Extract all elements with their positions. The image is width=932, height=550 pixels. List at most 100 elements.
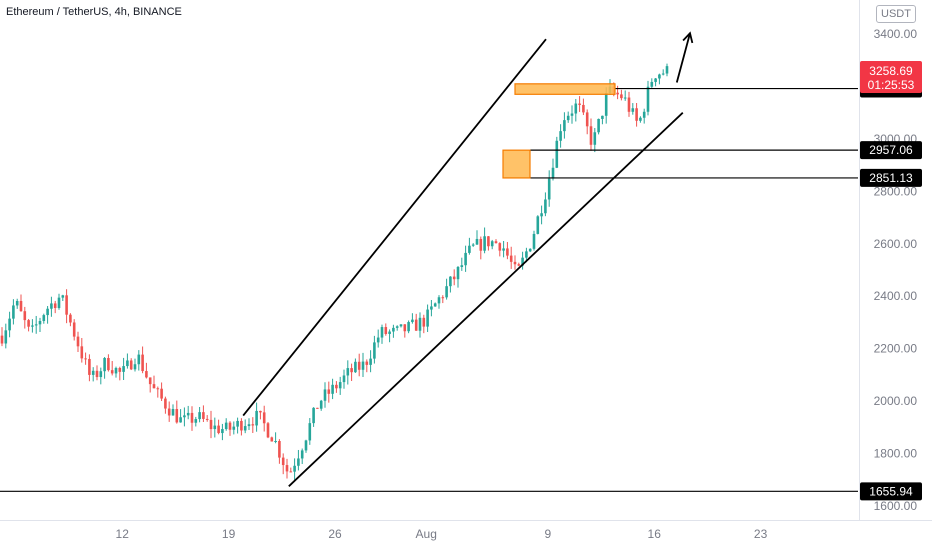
time-axis[interactable]: 12 19 26 Aug 9 16 23 [116, 527, 768, 541]
candle-body [403, 324, 407, 332]
candle-body [186, 412, 190, 416]
currency-button[interactable]: USDT [876, 5, 916, 23]
candle-body [285, 465, 289, 472]
candle-body [122, 366, 125, 372]
candle-body [228, 422, 232, 430]
candle-body [289, 471, 293, 473]
candle-body [471, 244, 475, 246]
level-badge [860, 141, 922, 160]
candle-body [262, 412, 266, 424]
candle-body [395, 326, 399, 328]
channel-lower[interactable] [288, 112, 684, 487]
price-axis[interactable]: 1600.00 1800.00 2000.00 2200.00 2400.00 2600.… [874, 27, 918, 513]
candle-body [31, 325, 34, 327]
candle-body [631, 108, 635, 112]
candle-body [53, 303, 57, 308]
candle-body [509, 255, 513, 262]
y-tick-label: 2200.00 [874, 342, 918, 356]
candle-body [221, 429, 224, 434]
arrow-shaft[interactable] [675, 33, 691, 83]
candle-body [536, 216, 540, 234]
candle-body [517, 264, 521, 266]
candle-body [661, 73, 665, 75]
candle-body [137, 354, 141, 365]
candle-body [532, 233, 536, 249]
candle-body [449, 276, 452, 287]
y-tick-label: 2600.00 [874, 237, 918, 251]
candle-body [384, 327, 388, 334]
candle-body [278, 440, 281, 458]
candle-body [525, 251, 528, 258]
candle-body [57, 297, 61, 308]
candle-body [133, 364, 137, 370]
candle-body [445, 286, 448, 298]
candle-body [441, 297, 445, 299]
candle-body [15, 300, 19, 306]
candle-body [0, 335, 4, 344]
candle-body [544, 199, 547, 214]
candle-body [259, 410, 262, 413]
candle-body [171, 408, 175, 416]
candle-body [502, 248, 505, 251]
candle-body [243, 426, 247, 431]
candle-body [479, 238, 483, 251]
price-labels: 3191.982957.062851.131655.943258.6901:25… [860, 61, 922, 501]
candle-body [38, 321, 42, 325]
candle-body [593, 132, 597, 145]
y-tick-label: 3400.00 [874, 27, 918, 41]
level-badge [860, 482, 922, 501]
candle-body [601, 115, 604, 119]
resistance-zone[interactable] [514, 83, 616, 95]
candle-body [528, 248, 532, 252]
level-badge-label: 1655.94 [869, 484, 913, 498]
candle-body [42, 315, 46, 322]
candle-body [72, 322, 76, 337]
candle-body [304, 440, 308, 451]
candle-body [141, 354, 144, 372]
candle-body [76, 336, 80, 347]
candle-body [456, 267, 460, 280]
current-price-label: 3258.69 [869, 64, 913, 78]
candle-body [498, 243, 502, 251]
candle-body [129, 360, 133, 370]
candle-body [357, 361, 361, 370]
candle-body [646, 86, 650, 112]
y-tick-label: 1800.00 [874, 447, 918, 461]
candle-body [460, 265, 464, 268]
y-tick-label: 2000.00 [874, 394, 918, 408]
drawings-layer [242, 31, 694, 487]
candle-body [69, 314, 72, 323]
candle-body [665, 66, 669, 74]
candle-body [616, 92, 619, 95]
candle-body [578, 103, 581, 105]
y-tick-label: 2400.00 [874, 289, 918, 303]
candle-body [566, 115, 570, 121]
candle-body [110, 370, 114, 374]
x-tick-label: 16 [648, 527, 662, 541]
candle-body [247, 424, 251, 427]
candle-body [407, 322, 410, 332]
x-tick-label: 23 [754, 527, 768, 541]
candle-body [19, 300, 23, 312]
candle-body [281, 457, 285, 466]
candle-body [597, 118, 600, 133]
channel-upper[interactable] [242, 38, 547, 417]
candle-body [145, 371, 148, 378]
candle-body [589, 126, 593, 145]
candle-body [213, 425, 217, 430]
support-zone[interactable] [502, 149, 531, 179]
candle-body [65, 295, 68, 315]
candle-body [475, 238, 479, 245]
candle-body [160, 388, 163, 399]
candle-body [297, 458, 300, 466]
candle-body [582, 104, 585, 113]
candle-body [354, 361, 357, 373]
candle-body [559, 131, 562, 141]
candle-body [224, 422, 228, 430]
candle-body [23, 311, 27, 321]
candle-body [46, 308, 49, 316]
candle-body [464, 252, 467, 266]
candle-body [179, 417, 182, 423]
candles-layer [0, 63, 669, 481]
